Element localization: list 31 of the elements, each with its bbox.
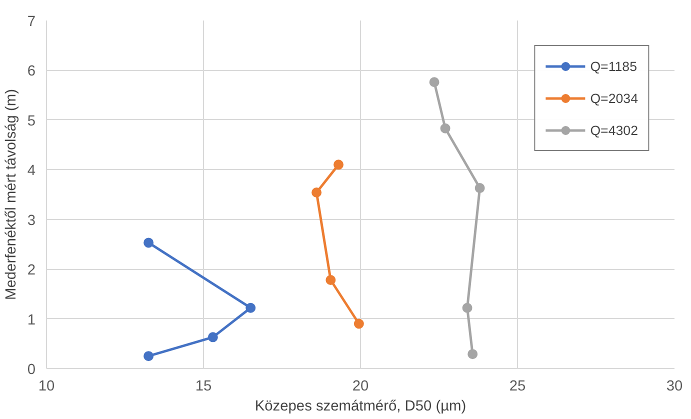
x-tick-label: 20 — [352, 378, 369, 394]
point — [246, 302, 256, 313]
point — [208, 332, 218, 342]
point — [326, 275, 336, 285]
y-tick-label: 0 — [27, 362, 36, 378]
x-tick-label: 10 — [38, 378, 55, 394]
x-tick-label: 15 — [195, 378, 212, 394]
legend-label: Q=2034 — [590, 90, 638, 106]
point — [312, 188, 322, 198]
y-tick-label: 2 — [27, 262, 36, 279]
y-tick-label: 3 — [27, 212, 36, 229]
x-tick-label: 25 — [509, 378, 526, 394]
point — [474, 183, 485, 194]
legend-label: Q=1185 — [590, 58, 637, 74]
point — [354, 318, 364, 329]
y-tick-label: 6 — [27, 64, 36, 80]
point — [144, 238, 154, 248]
point — [334, 160, 344, 170]
x-axis-title: Közepes szemátmérő, D50 (µm) — [254, 398, 466, 414]
y-tick-label: 4 — [27, 163, 36, 180]
legend-label: Q=4302 — [590, 122, 638, 138]
y-tick-label: 5 — [27, 113, 36, 130]
y-tick-label: 7 — [27, 14, 36, 30]
y-axis-title: Mederfenéktől mért távolság (m) — [3, 89, 20, 300]
x-tick-label: 30 — [666, 378, 683, 394]
point — [144, 351, 154, 362]
point — [440, 123, 450, 134]
point — [468, 349, 478, 360]
y-tick-label: 1 — [27, 312, 36, 328]
point — [429, 77, 440, 88]
point — [462, 302, 472, 313]
